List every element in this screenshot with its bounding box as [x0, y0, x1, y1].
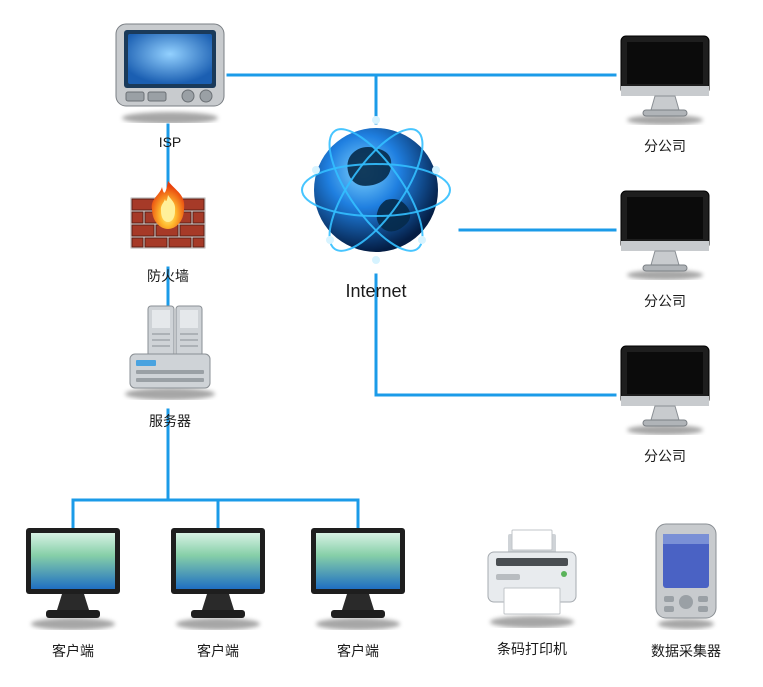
pda-icon: [646, 518, 726, 630]
node-server: 服务器: [110, 300, 230, 431]
client3-label: 客户端: [305, 641, 411, 661]
client1-label: 客户端: [20, 641, 126, 661]
node-internet: Internet: [296, 110, 456, 302]
firewall-label: 防火墙: [126, 266, 210, 286]
imac-icon: [615, 340, 715, 435]
node-client3: 客户端: [305, 520, 411, 661]
server-icon: [110, 300, 230, 400]
server-label: 服务器: [110, 411, 230, 431]
node-client2: 客户端: [165, 520, 271, 661]
network-diagram: ISP: [0, 0, 763, 687]
node-collector: 数据采集器: [646, 518, 726, 661]
globe-icon: [296, 110, 456, 270]
branch3-label: 分公司: [615, 446, 715, 466]
printer-icon: [478, 528, 586, 628]
node-branch3: 分公司: [615, 340, 715, 466]
node-branch2: 分公司: [615, 185, 715, 311]
printer-label: 条码打印机: [478, 639, 586, 659]
imac-icon: [615, 185, 715, 280]
isp-icon: [110, 18, 230, 123]
imac-icon: [615, 30, 715, 125]
client-icon: [20, 520, 126, 630]
firewall-icon: [126, 175, 210, 255]
client-icon: [305, 520, 411, 630]
branch1-label: 分公司: [615, 136, 715, 156]
node-printer: 条码打印机: [478, 528, 586, 659]
node-branch1: 分公司: [615, 30, 715, 156]
collector-label: 数据采集器: [646, 641, 726, 661]
client2-label: 客户端: [165, 641, 271, 661]
node-isp: ISP: [110, 18, 230, 150]
node-client1: 客户端: [20, 520, 126, 661]
internet-label: Internet: [296, 281, 456, 302]
node-firewall: 防火墙: [126, 175, 210, 286]
isp-label: ISP: [110, 134, 230, 150]
branch2-label: 分公司: [615, 291, 715, 311]
client-icon: [165, 520, 271, 630]
